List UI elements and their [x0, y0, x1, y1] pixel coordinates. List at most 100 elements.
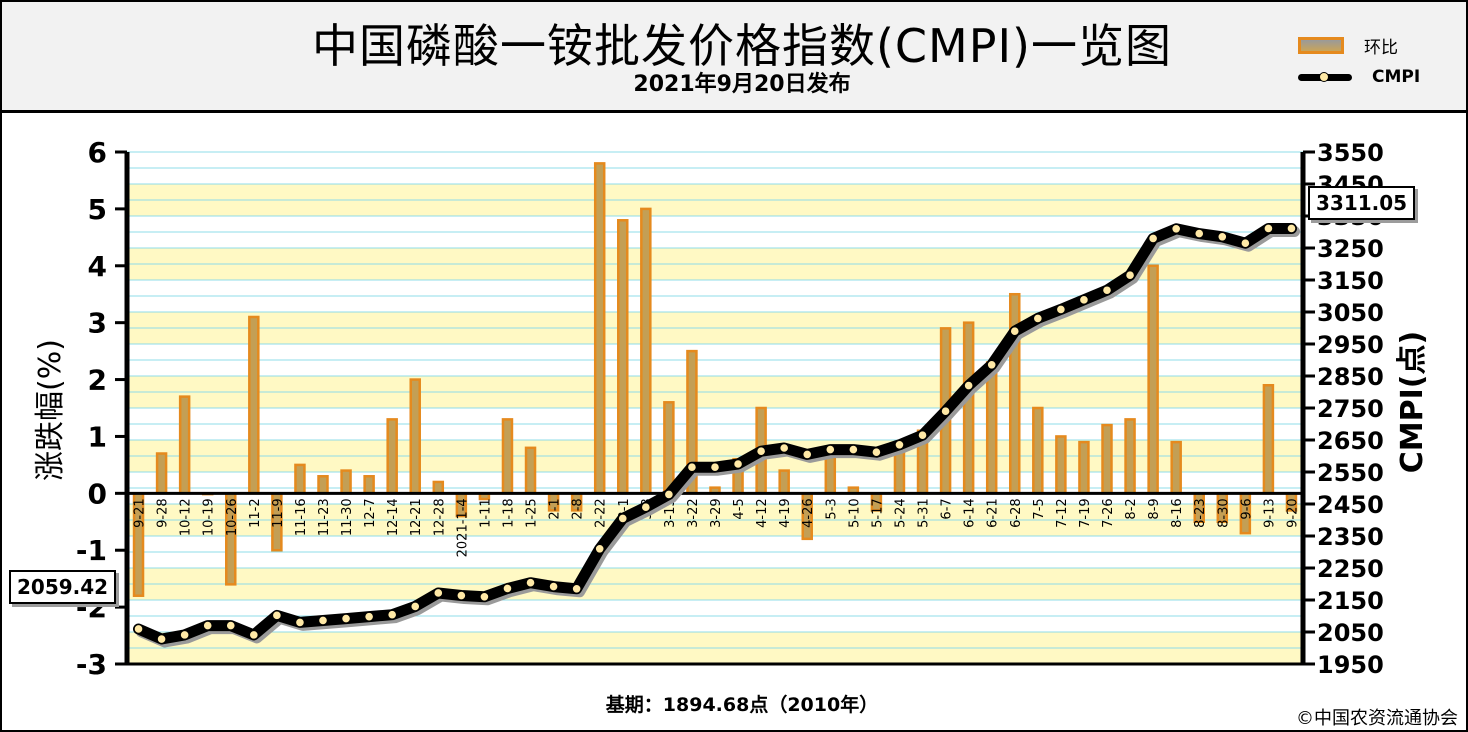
line-point	[410, 601, 420, 611]
x-tick-label: 8-23	[1193, 498, 1208, 528]
x-tick-label: 12-28	[432, 498, 447, 536]
x-tick-label: 10-26	[225, 498, 240, 536]
x-tick-label: 8-30	[1216, 498, 1231, 528]
chart-area: 9-21 9-28 10-12 10-19 10-26 11-2 11-9 11-16 11-2…	[33, 136, 1430, 681]
end-value-callout: 3311.05	[1308, 186, 1416, 220]
right-tick-label: 2150	[1317, 587, 1384, 615]
x-tick-label: 5-31	[917, 498, 932, 528]
line-point	[848, 444, 858, 455]
bar	[593, 162, 606, 495]
x-tick-label: 6-28	[1009, 498, 1024, 528]
x-tick-label: 8-2	[1124, 498, 1139, 519]
x-tick-label: 7-5	[1032, 498, 1047, 519]
x-tick-label: 2-22	[594, 498, 609, 528]
line-point	[387, 610, 397, 620]
x-tick-label: 11-23	[317, 498, 332, 536]
line-series	[133, 223, 1300, 648]
bar	[640, 207, 652, 495]
bar	[1032, 406, 1044, 495]
bar	[409, 378, 421, 495]
line-point	[1079, 295, 1089, 305]
x-tick-label: 3-29	[709, 498, 724, 528]
x-tick-label: 4-12	[755, 498, 770, 528]
bar	[778, 469, 790, 495]
left-tick-label: 2	[88, 364, 107, 397]
line-point	[733, 459, 743, 469]
x-tick-label: 12-7	[363, 498, 378, 528]
line-point	[618, 513, 628, 523]
chart-header: 中国磷酸一铵批发价格指数(CMPI)一览图 2021年9月20日发布 环比 CM…	[2, 2, 1466, 113]
legend-bar-swatch	[1298, 36, 1344, 54]
chart-title: 中国磷酸一铵批发价格指数(CMPI)一览图	[311, 19, 1172, 73]
x-tick-label: 4-19	[778, 498, 793, 528]
x-tick-label: 2-1	[548, 498, 563, 519]
legend-bar-label: 环比	[1364, 37, 1398, 58]
line-point	[1102, 285, 1112, 295]
left-tick-label: 4	[88, 250, 107, 283]
x-tick-label: 9-21	[133, 498, 148, 528]
x-tick-label: 5-17	[870, 498, 885, 528]
right-tick-label: 2950	[1317, 331, 1384, 359]
x-tick-label: 11-30	[340, 498, 355, 536]
x-tick-label: 7-26	[1101, 498, 1116, 528]
bar	[962, 321, 975, 495]
x-tick-label: 2021-1-4	[455, 498, 470, 557]
x-tick-label: 9-6	[1239, 498, 1254, 519]
x-tick-label: 1-25	[525, 498, 540, 528]
line-point	[1010, 326, 1020, 336]
x-tick-label: 3-22	[686, 498, 701, 528]
line-point	[548, 581, 559, 592]
x-tick-label: 5-3	[824, 498, 839, 519]
line-point	[917, 430, 928, 440]
line-point	[1286, 223, 1297, 234]
axes	[115, 150, 1315, 666]
line-point	[456, 590, 466, 601]
line-point	[1240, 238, 1250, 248]
x-tick-label: 12-21	[409, 498, 424, 536]
x-tick-labels: 9-21 9-28 10-12 10-19 10-26 11-2 11-9 11-16 11-2…	[133, 498, 1301, 557]
line-point	[180, 630, 190, 640]
line-point	[756, 446, 766, 456]
right-tick-label: 2850	[1317, 363, 1384, 391]
bar	[1147, 264, 1159, 495]
line-point	[156, 634, 167, 644]
x-tick-label: 6-21	[986, 498, 1001, 528]
line-point	[203, 620, 213, 631]
left-tick-label: 1	[88, 420, 107, 453]
left-tick-label: 6	[88, 136, 107, 169]
line-point	[502, 583, 513, 594]
chart-subtitle: 2021年9月20日发布	[633, 72, 851, 97]
right-tick-label: 3050	[1317, 299, 1384, 327]
line-point	[1194, 229, 1204, 239]
bar	[1101, 423, 1113, 495]
start-value-callout: 2059.42	[9, 570, 117, 604]
x-tick-label: 9-28	[156, 498, 171, 528]
line-point	[940, 406, 951, 416]
bar	[1262, 383, 1275, 495]
x-tick-label: 6-14	[963, 498, 978, 528]
x-tick-label: 9-13	[1262, 498, 1277, 528]
line-point	[894, 440, 905, 450]
line-point	[1148, 233, 1158, 244]
bar	[317, 475, 329, 495]
line-point	[433, 588, 443, 598]
line-point	[525, 578, 536, 588]
right-tick-label: 3250	[1317, 235, 1384, 263]
bar	[1078, 440, 1090, 495]
line-point	[295, 617, 305, 627]
right-tick-label: 2250	[1317, 555, 1384, 583]
x-tick-label: 8-16	[1170, 498, 1185, 528]
line-point	[871, 447, 882, 457]
left-tick-label: -1	[76, 534, 107, 567]
bar	[432, 480, 445, 495]
bar	[386, 418, 398, 495]
right-tick-label: 2450	[1317, 491, 1384, 519]
x-tick-label: 4-26	[801, 498, 816, 528]
line-point	[341, 613, 351, 624]
legend-bar-entry: 环比	[1298, 32, 1398, 58]
right-tick-label: 2550	[1317, 459, 1384, 487]
line-point	[964, 380, 974, 391]
legend-line-label: CMPI	[1372, 67, 1421, 87]
